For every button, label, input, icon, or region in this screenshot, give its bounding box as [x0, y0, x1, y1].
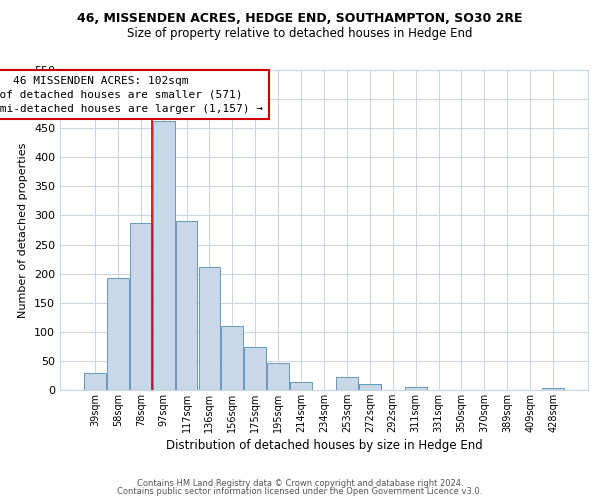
- Text: 46, MISSENDEN ACRES, HEDGE END, SOUTHAMPTON, SO30 2RE: 46, MISSENDEN ACRES, HEDGE END, SOUTHAMP…: [77, 12, 523, 26]
- Bar: [176, 220, 197, 390]
- Bar: [405, 387, 427, 390]
- Bar: [542, 388, 564, 390]
- Bar: [84, 372, 106, 390]
- Bar: [267, 362, 289, 390]
- Bar: [244, 347, 266, 390]
- X-axis label: Distribution of detached houses by size in Hedge End: Distribution of detached houses by size …: [166, 439, 482, 452]
- Bar: [290, 382, 312, 390]
- Y-axis label: Number of detached properties: Number of detached properties: [19, 142, 28, 318]
- Bar: [359, 384, 381, 390]
- Text: Contains HM Land Registry data © Crown copyright and database right 2024.: Contains HM Land Registry data © Crown c…: [137, 478, 463, 488]
- Bar: [153, 121, 175, 390]
- Bar: [336, 377, 358, 390]
- Text: Contains public sector information licensed under the Open Government Licence v3: Contains public sector information licen…: [118, 487, 482, 496]
- Bar: [199, 266, 220, 390]
- Text: 46 MISSENDEN ACRES: 102sqm
← 33% of detached houses are smaller (571)
66% of sem: 46 MISSENDEN ACRES: 102sqm ← 33% of deta…: [0, 76, 263, 114]
- Bar: [107, 278, 128, 390]
- Bar: [221, 326, 243, 390]
- Bar: [130, 223, 152, 390]
- Text: Size of property relative to detached houses in Hedge End: Size of property relative to detached ho…: [127, 28, 473, 40]
